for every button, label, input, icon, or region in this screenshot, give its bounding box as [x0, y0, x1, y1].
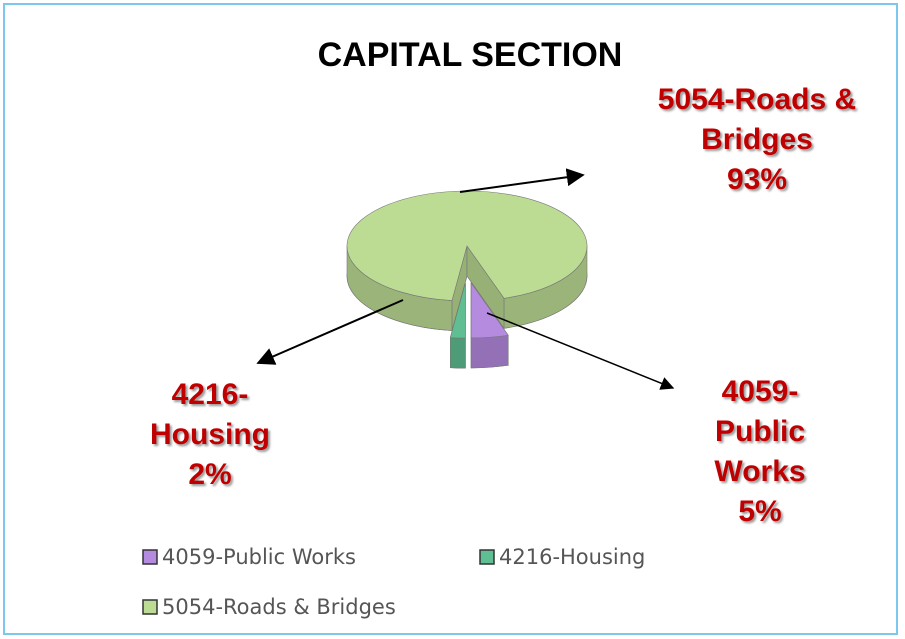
frame: [3, 3, 898, 635]
legend-label: 5054-Roads & Bridges: [162, 595, 396, 619]
slice: [346, 190, 588, 301]
pie: [346, 190, 588, 369]
slice: [470, 282, 509, 339]
slice-side: [450, 337, 466, 369]
legend-swatch: [142, 549, 158, 565]
legend: 4059-Public Works 4216-Housing 5054-Roads …: [142, 545, 645, 619]
legend-label: 4216-Housing: [499, 545, 645, 569]
data-label-name: 5054-Roads & Bridges: [657, 83, 857, 156]
legend-swatch: [479, 549, 495, 565]
arrow: [486, 312, 675, 390]
slice-side: [470, 334, 509, 369]
data-label-value: 2%: [188, 458, 232, 491]
data-label-name: 4059-Public Works: [714, 375, 806, 488]
legend-swatch: [142, 599, 158, 615]
data-label-value: 93%: [726, 163, 788, 196]
slice: [449, 282, 466, 339]
data-label-value: 5%: [738, 495, 782, 528]
chart-title: CAPITAL SECTION: [318, 36, 623, 74]
arrow: [256, 299, 404, 365]
arrow: [459, 168, 585, 193]
data-label: 4059-Public Works 5%: [690, 372, 830, 532]
data-label: 5054-Roads & Bridges 93%: [612, 80, 902, 200]
data-label-name: 4216-Housing: [150, 378, 270, 451]
data-label: 4216-Housing 2%: [120, 375, 300, 495]
legend-label: 4059-Public Works: [162, 545, 356, 569]
